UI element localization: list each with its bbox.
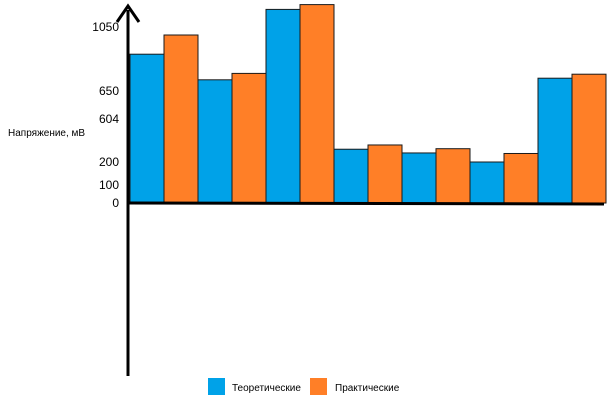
y-axis-arrow-icon: [115, 3, 141, 23]
bar-theoretical-1: [129, 53, 165, 204]
bar-practical-6: [503, 152, 539, 204]
y-axis-label: Напряжение, мВ: [8, 128, 85, 139]
bar-theoretical-3: [265, 8, 301, 204]
legend: Теоретические Практические: [208, 378, 400, 395]
y-tick-labels: 0 100 200 604 650 1050: [92, 20, 119, 210]
bar-theoretical-2: [197, 79, 233, 204]
bar-theoretical-4: [333, 148, 369, 204]
bar-practical-3: [299, 4, 335, 204]
bar-practical-1: [163, 34, 199, 204]
y-tick-label-1050: 1050: [92, 20, 119, 34]
bar-theoretical-5: [401, 152, 437, 204]
x-axis-line: [127, 201, 605, 206]
bar-practical-4: [367, 144, 403, 204]
bars-group: [129, 4, 607, 204]
bar-practical-5: [435, 148, 471, 204]
y-tick-label-0: 0: [112, 196, 119, 210]
y-tick-label-604: 604: [99, 112, 119, 126]
y-tick-label-650: 650: [99, 84, 119, 98]
bar-practical-7: [571, 73, 607, 204]
bar-practical-2: [231, 72, 267, 204]
legend-swatch-theoretical: [208, 378, 225, 395]
y-tick-label-200: 200: [99, 155, 119, 169]
bar-theoretical-7: [537, 77, 573, 204]
y-tick-label-100: 100: [99, 178, 119, 192]
legend-swatch-practical: [310, 378, 327, 395]
legend-label-practical: Практические: [335, 383, 400, 394]
legend-label-theoretical: Теоретические: [232, 383, 301, 394]
bar-theoretical-6: [469, 161, 505, 204]
